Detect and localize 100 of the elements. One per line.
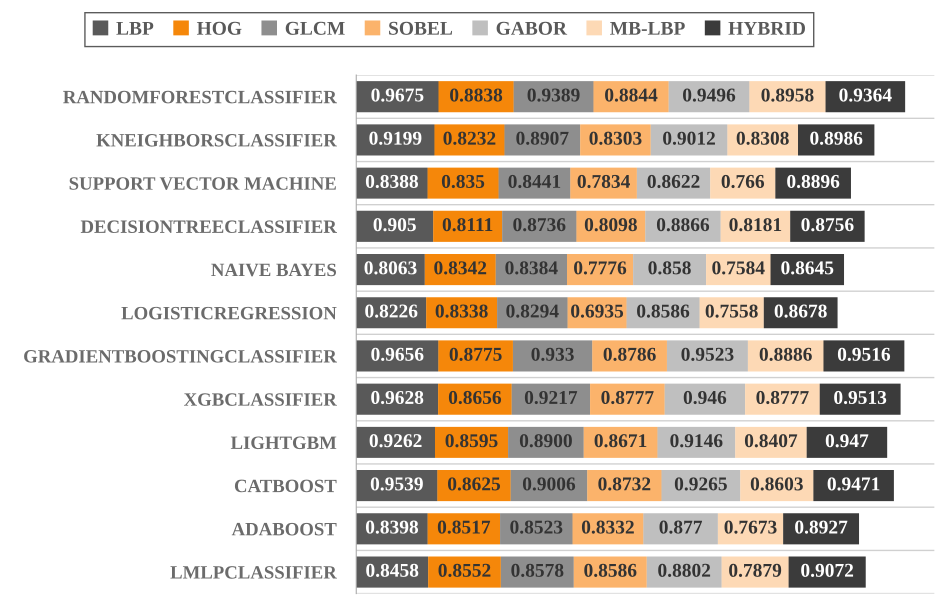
data-label: 0.8308 bbox=[736, 132, 789, 145]
y-tick-label: XGBCLASSIFIER bbox=[184, 393, 337, 406]
y-tick-label: KNEIGHBORSCLASSIFIER bbox=[96, 134, 337, 147]
data-label: 0.9364 bbox=[839, 88, 892, 102]
data-label: 0.8441 bbox=[508, 174, 560, 188]
data-label: 0.8407 bbox=[744, 434, 798, 448]
data-label: 0.8886 bbox=[760, 348, 812, 361]
data-label: 0.8517 bbox=[438, 520, 490, 534]
data-label: 0.8927 bbox=[795, 520, 848, 534]
data-label: 0.9389 bbox=[528, 88, 580, 102]
data-label: 0.9471 bbox=[828, 477, 880, 491]
legend-label: HOG bbox=[196, 22, 242, 35]
data-label: 0.8786 bbox=[604, 348, 656, 361]
data-label: 0.9072 bbox=[801, 564, 854, 577]
data-label: 0.8098 bbox=[584, 218, 637, 232]
data-label: 0.9513 bbox=[834, 390, 886, 404]
y-tick-label: LOGISTICREGRESSION bbox=[121, 306, 337, 320]
data-label: 0.8900 bbox=[520, 434, 572, 448]
data-label: 0.9199 bbox=[369, 132, 422, 145]
data-label: 0.8802 bbox=[658, 564, 710, 577]
data-label: 0.8303 bbox=[589, 132, 642, 145]
data-label: 0.8678 bbox=[774, 304, 827, 318]
data-label: 0.9265 bbox=[674, 477, 727, 491]
legend-label: MB-LBP bbox=[610, 22, 685, 35]
data-label: 0.8622 bbox=[648, 174, 700, 188]
data-label: 0.946 bbox=[684, 390, 726, 404]
data-label: 0.7834 bbox=[578, 174, 630, 188]
y-tick-label: NAIVE BAYES bbox=[211, 264, 336, 276]
data-label: 0.8595 bbox=[446, 434, 498, 448]
data-label: 0.8775 bbox=[450, 348, 502, 361]
data-label: 0.7879 bbox=[729, 564, 782, 577]
data-label: 0.7558 bbox=[706, 304, 758, 318]
data-label: 0.9656 bbox=[371, 348, 424, 361]
y-tick-label: GRADIENTBOOSTINGCLASSIFIER bbox=[24, 350, 337, 363]
data-label: 0.8232 bbox=[443, 132, 496, 145]
data-label: 0.933 bbox=[531, 348, 574, 361]
data-label: 0.8756 bbox=[801, 218, 854, 232]
legend-label: GLCM bbox=[286, 22, 345, 35]
data-label: 0.9675 bbox=[371, 88, 424, 102]
data-label: 0.8603 bbox=[750, 477, 803, 491]
bar bbox=[806, 426, 888, 458]
data-label: 0.877 bbox=[660, 520, 702, 534]
bar bbox=[428, 513, 500, 544]
data-label: 0.8063 bbox=[364, 261, 417, 274]
data-label: 0.9012 bbox=[663, 132, 715, 145]
data-label: 0.8777 bbox=[756, 390, 809, 404]
data-label: 0.905 bbox=[374, 218, 416, 232]
data-label: 0.8896 bbox=[787, 174, 840, 188]
data-label: 0.9628 bbox=[371, 390, 424, 404]
y-tick-label: CATBOOST bbox=[234, 480, 337, 492]
data-label: 0.8338 bbox=[436, 304, 488, 318]
data-label: 0.9539 bbox=[370, 477, 423, 491]
data-label: 0.8586 bbox=[637, 304, 690, 318]
data-label: 0.8578 bbox=[511, 564, 564, 577]
data-label: 0.8552 bbox=[438, 564, 490, 577]
legend-label: SOBEL bbox=[389, 22, 452, 35]
bar bbox=[664, 384, 746, 415]
y-tick-label: LMLPCLASSIFIER bbox=[170, 566, 337, 579]
data-label: 0.8838 bbox=[450, 88, 502, 102]
y-tick-label: DECISIONTREECLASSIFIER bbox=[80, 220, 337, 234]
data-label: 0.7584 bbox=[712, 261, 765, 274]
data-label: 0.9146 bbox=[670, 434, 722, 448]
data-label: 0.835 bbox=[442, 174, 484, 188]
data-label: 0.8111 bbox=[442, 218, 492, 232]
data-label: 0.8736 bbox=[513, 218, 566, 232]
y-tick-label: SUPPORT VECTOR MACHINE bbox=[70, 177, 336, 190]
data-label: 0.8294 bbox=[506, 304, 559, 318]
data-label: 0.8844 bbox=[605, 88, 658, 102]
data-label: 0.8181 bbox=[729, 218, 782, 232]
legend-label: HYBRID bbox=[728, 22, 805, 35]
data-label: 0.858 bbox=[648, 261, 691, 274]
data-label: 0.8907 bbox=[516, 132, 569, 145]
data-label: 0.8332 bbox=[582, 520, 634, 534]
data-label: 0.9516 bbox=[838, 348, 890, 361]
data-label: 0.947 bbox=[826, 434, 868, 448]
data-label: 0.8671 bbox=[594, 434, 646, 448]
data-label: 0.9006 bbox=[522, 477, 576, 491]
data-label: 0.8523 bbox=[510, 520, 562, 534]
bar bbox=[512, 340, 592, 372]
data-label: 0.8866 bbox=[656, 218, 710, 232]
data-label: 0.8777 bbox=[601, 390, 654, 404]
data-label: 0.9262 bbox=[370, 434, 422, 448]
y-tick-label: ADABOOST bbox=[232, 522, 337, 536]
data-label: 0.8986 bbox=[810, 132, 862, 145]
data-label: 0.7673 bbox=[724, 520, 777, 534]
data-label: 0.9523 bbox=[681, 348, 734, 361]
y-tick-label: RANDOMFORESTCLASSIFIER bbox=[63, 90, 337, 104]
data-label: 0.8398 bbox=[366, 520, 418, 534]
y-tick-label: LIGHTGBM bbox=[230, 436, 336, 450]
data-label: 0.9217 bbox=[524, 390, 578, 404]
bar bbox=[643, 513, 718, 544]
data-label: 0.8656 bbox=[448, 390, 502, 404]
data-label: 0.766 bbox=[722, 174, 764, 188]
data-label: 0.9496 bbox=[683, 88, 736, 102]
data-label: 0.8458 bbox=[366, 564, 418, 577]
data-label: 0.8958 bbox=[761, 88, 814, 102]
data-label: 0.8226 bbox=[365, 304, 418, 318]
data-label: 0.7776 bbox=[574, 261, 626, 274]
legend-label: LBP bbox=[116, 22, 154, 35]
data-label: 0.8732 bbox=[598, 477, 650, 491]
